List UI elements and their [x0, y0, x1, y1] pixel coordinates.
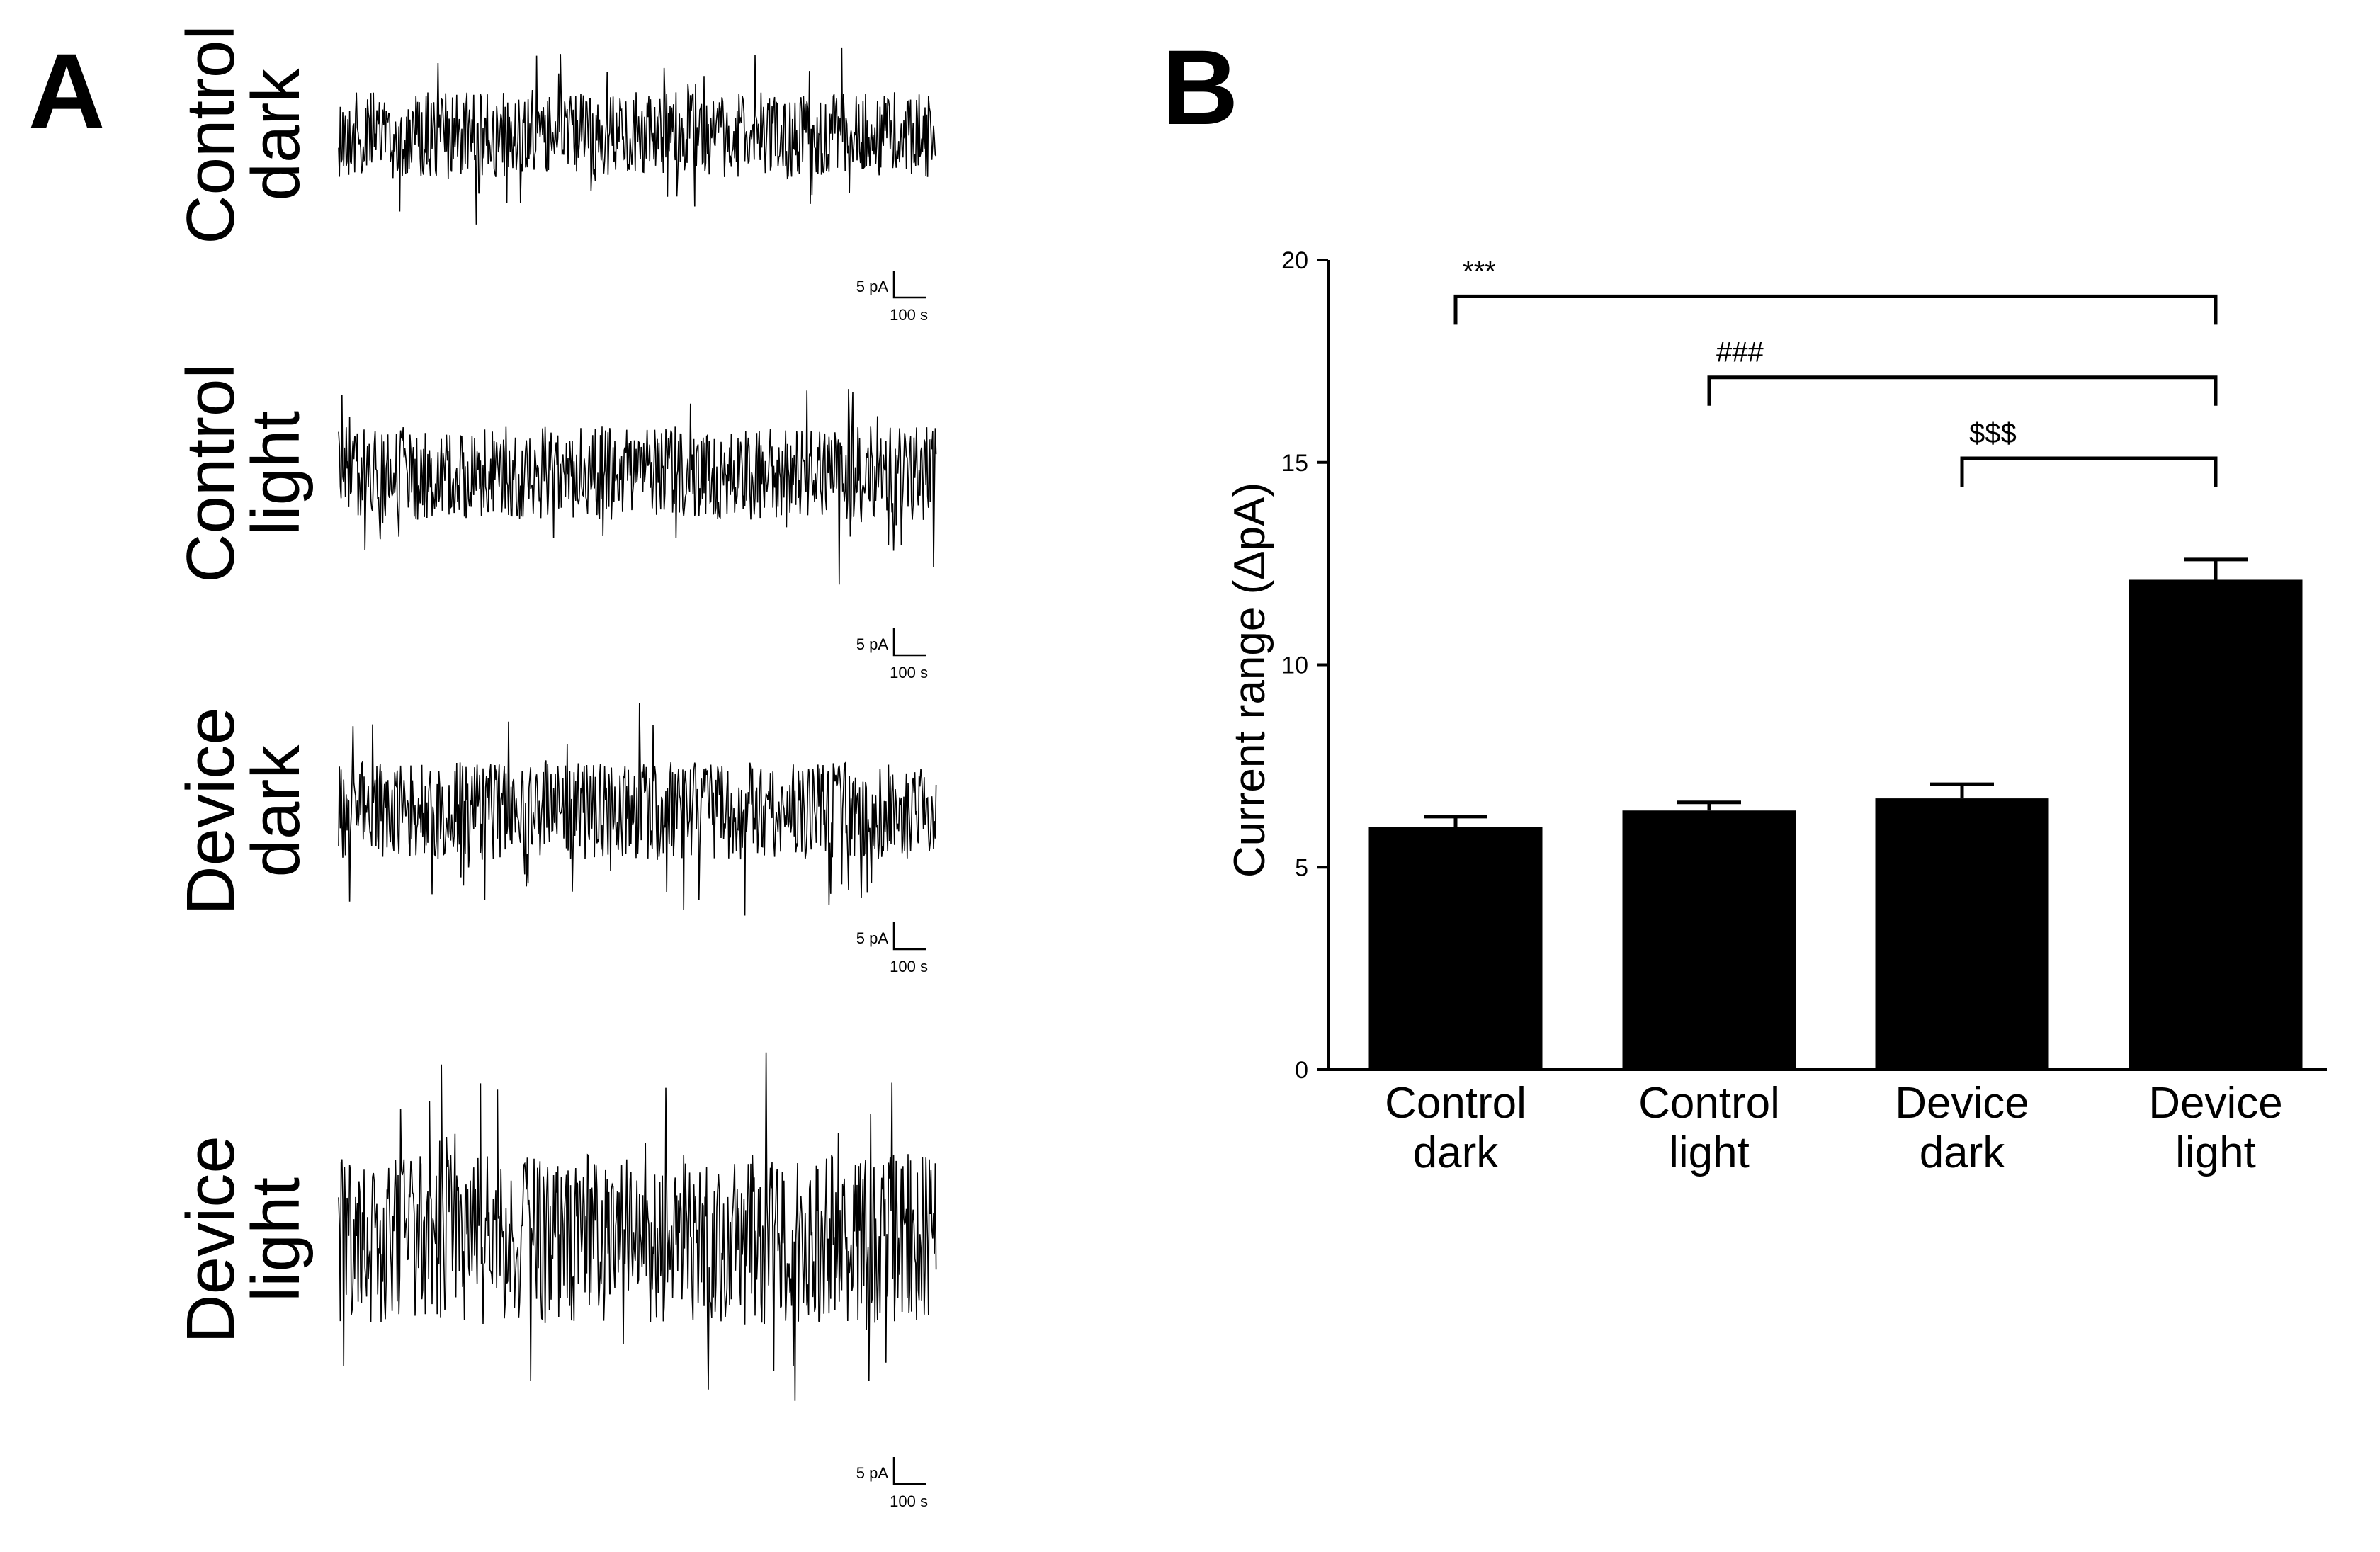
panel-a-letter: A — [28, 31, 105, 150]
trace-label-line2: light — [238, 1177, 314, 1302]
trace-label-line1: Control — [173, 25, 249, 244]
scale-bar-x-label: 100 s — [890, 958, 928, 975]
x-tick-label-line1: Control — [1385, 1079, 1526, 1128]
scale-bar-y-label: 5 pA — [856, 1464, 889, 1482]
bar — [1622, 810, 1796, 1070]
trace-label: Devicedark — [173, 707, 314, 914]
trace-line — [338, 1052, 937, 1401]
x-tick-label-line2: light — [1669, 1128, 1750, 1177]
trace-label-line2: dark — [238, 68, 314, 201]
x-tick-label: Control light — [1638, 1079, 1780, 1177]
significance-bracket — [1707, 375, 2218, 406]
scale-bar-y-label: 5 pA — [856, 635, 889, 653]
trace-label-line2: dark — [238, 744, 314, 878]
significance-bracket — [1454, 294, 2218, 325]
significance-brackets: *** ### $$$ — [1454, 256, 2218, 487]
scale-bar-x-label: 100 s — [890, 1492, 928, 1510]
x-tick-label: Device dark — [1895, 1079, 2029, 1177]
bar — [1875, 798, 2049, 1070]
bar — [1368, 827, 1543, 1070]
scale-bar-y-label: 5 pA — [856, 278, 889, 295]
y-axis-label: Current range (ΔpA) — [1225, 482, 1274, 878]
trace-label: Devicelight — [173, 1135, 314, 1343]
trace-label-line2: light — [238, 411, 314, 536]
y-tick-label: 15 — [1281, 450, 1308, 477]
y-axis: 0 5 10 15 20 — [1281, 247, 1330, 1084]
trace-label-line1: Device — [173, 1135, 249, 1343]
significance-label: *** — [1463, 256, 1496, 287]
x-tick-label-line2: dark — [1413, 1128, 1500, 1177]
scale-bar-y-label: 5 pA — [856, 929, 889, 947]
trace-label: Controldark — [173, 25, 314, 244]
bar — [2129, 579, 2303, 1070]
x-tick-label-line1: Device — [2148, 1079, 2283, 1128]
significance-bracket — [1960, 456, 2218, 487]
significance-label: $$$ — [1969, 418, 2017, 449]
scale-bar-x-label: 100 s — [890, 664, 928, 681]
x-tick-label-line1: Device — [1895, 1079, 2029, 1128]
trace-label-line1: Device — [173, 707, 249, 914]
trace-line — [338, 47, 937, 225]
y-tick-label: 20 — [1281, 247, 1308, 274]
scale-bar-x-label: 100 s — [890, 306, 928, 324]
scale-bar — [892, 1457, 926, 1485]
trace-label: Controllight — [173, 363, 314, 582]
scale-bar — [892, 922, 926, 951]
panel-b-letter: B — [1162, 28, 1238, 147]
x-tick-label: Control dark — [1385, 1079, 1526, 1177]
significance-label: ### — [1716, 337, 1764, 368]
scale-bar — [892, 628, 926, 657]
scale-bar — [892, 271, 926, 299]
y-tick-label: 10 — [1281, 652, 1308, 679]
bars — [1368, 557, 2303, 1070]
x-tick-label-line2: light — [2175, 1128, 2256, 1177]
y-tick-label: 0 — [1295, 1057, 1308, 1084]
trace-line — [338, 703, 937, 916]
trace-label-line1: Control — [173, 363, 249, 582]
x-tick-label: Device light — [2148, 1079, 2283, 1177]
x-tick-label-line2: dark — [1920, 1128, 2006, 1177]
y-tick-label: 5 — [1295, 854, 1308, 881]
trace-line — [338, 389, 937, 585]
x-tick-label-line1: Control — [1638, 1079, 1780, 1128]
